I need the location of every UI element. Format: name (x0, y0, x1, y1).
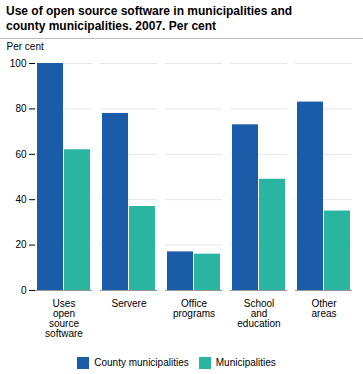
svg-text:40: 40 (15, 194, 27, 205)
html-text:County municipalities: County municipalities (94, 357, 189, 368)
svg-text:Otherareas: Otherareas (311, 298, 337, 319)
svg-text:20: 20 (15, 239, 27, 250)
svg-text:60: 60 (15, 149, 27, 160)
html-text:Municipalities: Municipalities (215, 357, 276, 368)
svg-text:Schoolandeducation: Schoolandeducation (237, 298, 280, 329)
svg-text:80: 80 (15, 103, 27, 114)
svg-text:Per cent: Per cent (7, 41, 44, 52)
svg-text:Officeprograms: Officeprograms (173, 298, 215, 319)
svg-text:100: 100 (10, 58, 27, 69)
svg-text:0: 0 (21, 285, 27, 296)
html-text:Use of open source software in: Use of open source software in municipal… (6, 4, 293, 33)
svg-text:Servere: Servere (111, 298, 146, 309)
svg-text:Usesopensourcesoftware: Usesopensourcesoftware (45, 298, 83, 339)
